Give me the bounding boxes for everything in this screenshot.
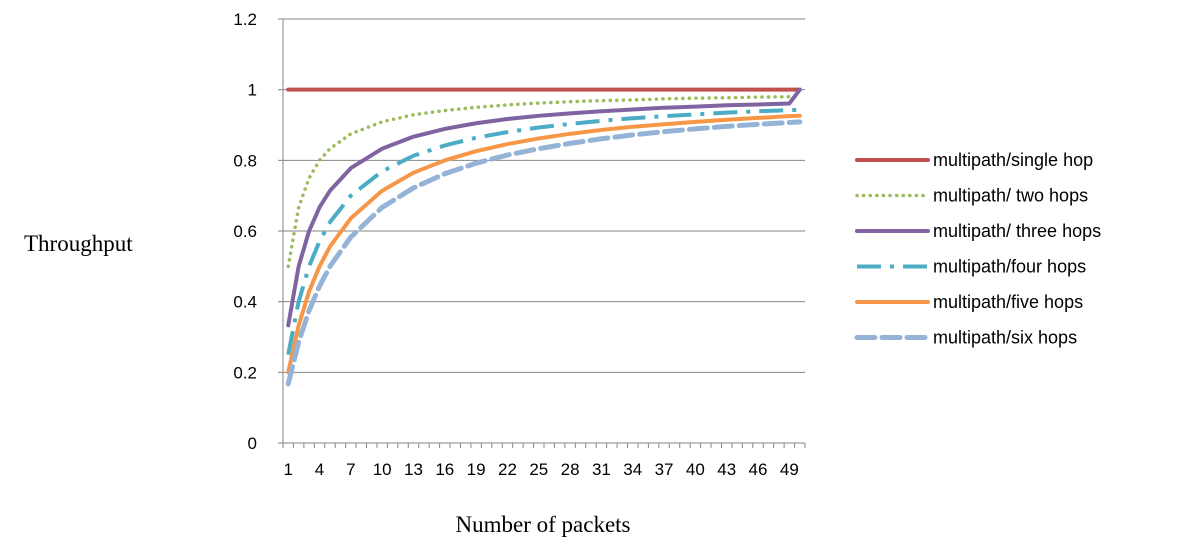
x-tick-label: 7 [346,460,355,479]
gridlines [283,18,805,373]
x-tick-label: 4 [315,460,324,479]
x-tick-label: 19 [467,460,486,479]
x-tick-label: 13 [404,460,423,479]
x-tick-label: 10 [373,460,392,479]
y-tick-label: 0 [248,434,257,453]
y-tick-label: 0.4 [233,293,257,312]
legend-label: multipath/single hop [933,150,1093,170]
x-tick-label: 22 [498,460,517,479]
y-tick-labels: 0 0.2 0.4 0.6 0.8 1 1.2 [233,10,257,453]
x-axis-title: Number of packets [456,512,631,537]
x-tick-label: 43 [717,460,736,479]
x-tick-label: 31 [592,460,611,479]
x-tick-label: 25 [529,460,548,479]
y-tick-label: 0.8 [233,151,257,170]
y-tick-label: 1.2 [233,10,257,29]
y-tick-label: 0.2 [233,363,257,382]
x-tick-label: 40 [686,460,705,479]
x-tick-label: 49 [780,460,799,479]
y-tick-label: 1 [248,81,257,100]
series-line [285,119,803,387]
series-line [286,87,802,328]
legend: multipath/single hop multipath/ two hops m… [854,150,1101,348]
legend-label: multipath/six hops [933,328,1077,348]
series-lines [285,87,803,387]
x-tick-label: 34 [623,460,642,479]
series-line [286,113,802,375]
x-tick-label: 16 [435,460,454,479]
legend-label: multipath/four hops [933,257,1086,277]
axes [278,18,806,448]
series-line [286,94,802,269]
x-tick-label: 1 [283,460,292,479]
legend-label: multipath/ two hops [933,186,1088,206]
x-tick-labels: 1 4 7 10 13 16 19 22 25 28 31 34 37 40 43 46 49 [283,460,798,479]
y-tick-label: 0.6 [233,222,257,241]
x-tick-label: 37 [655,460,674,479]
x-tick-label: 46 [749,460,768,479]
legend-label: multipath/ three hops [933,221,1101,241]
legend-label: multipath/five hops [933,292,1083,312]
x-tick-label: 28 [561,460,580,479]
y-axis-title: Throughput [24,231,133,256]
series-line [286,107,800,356]
